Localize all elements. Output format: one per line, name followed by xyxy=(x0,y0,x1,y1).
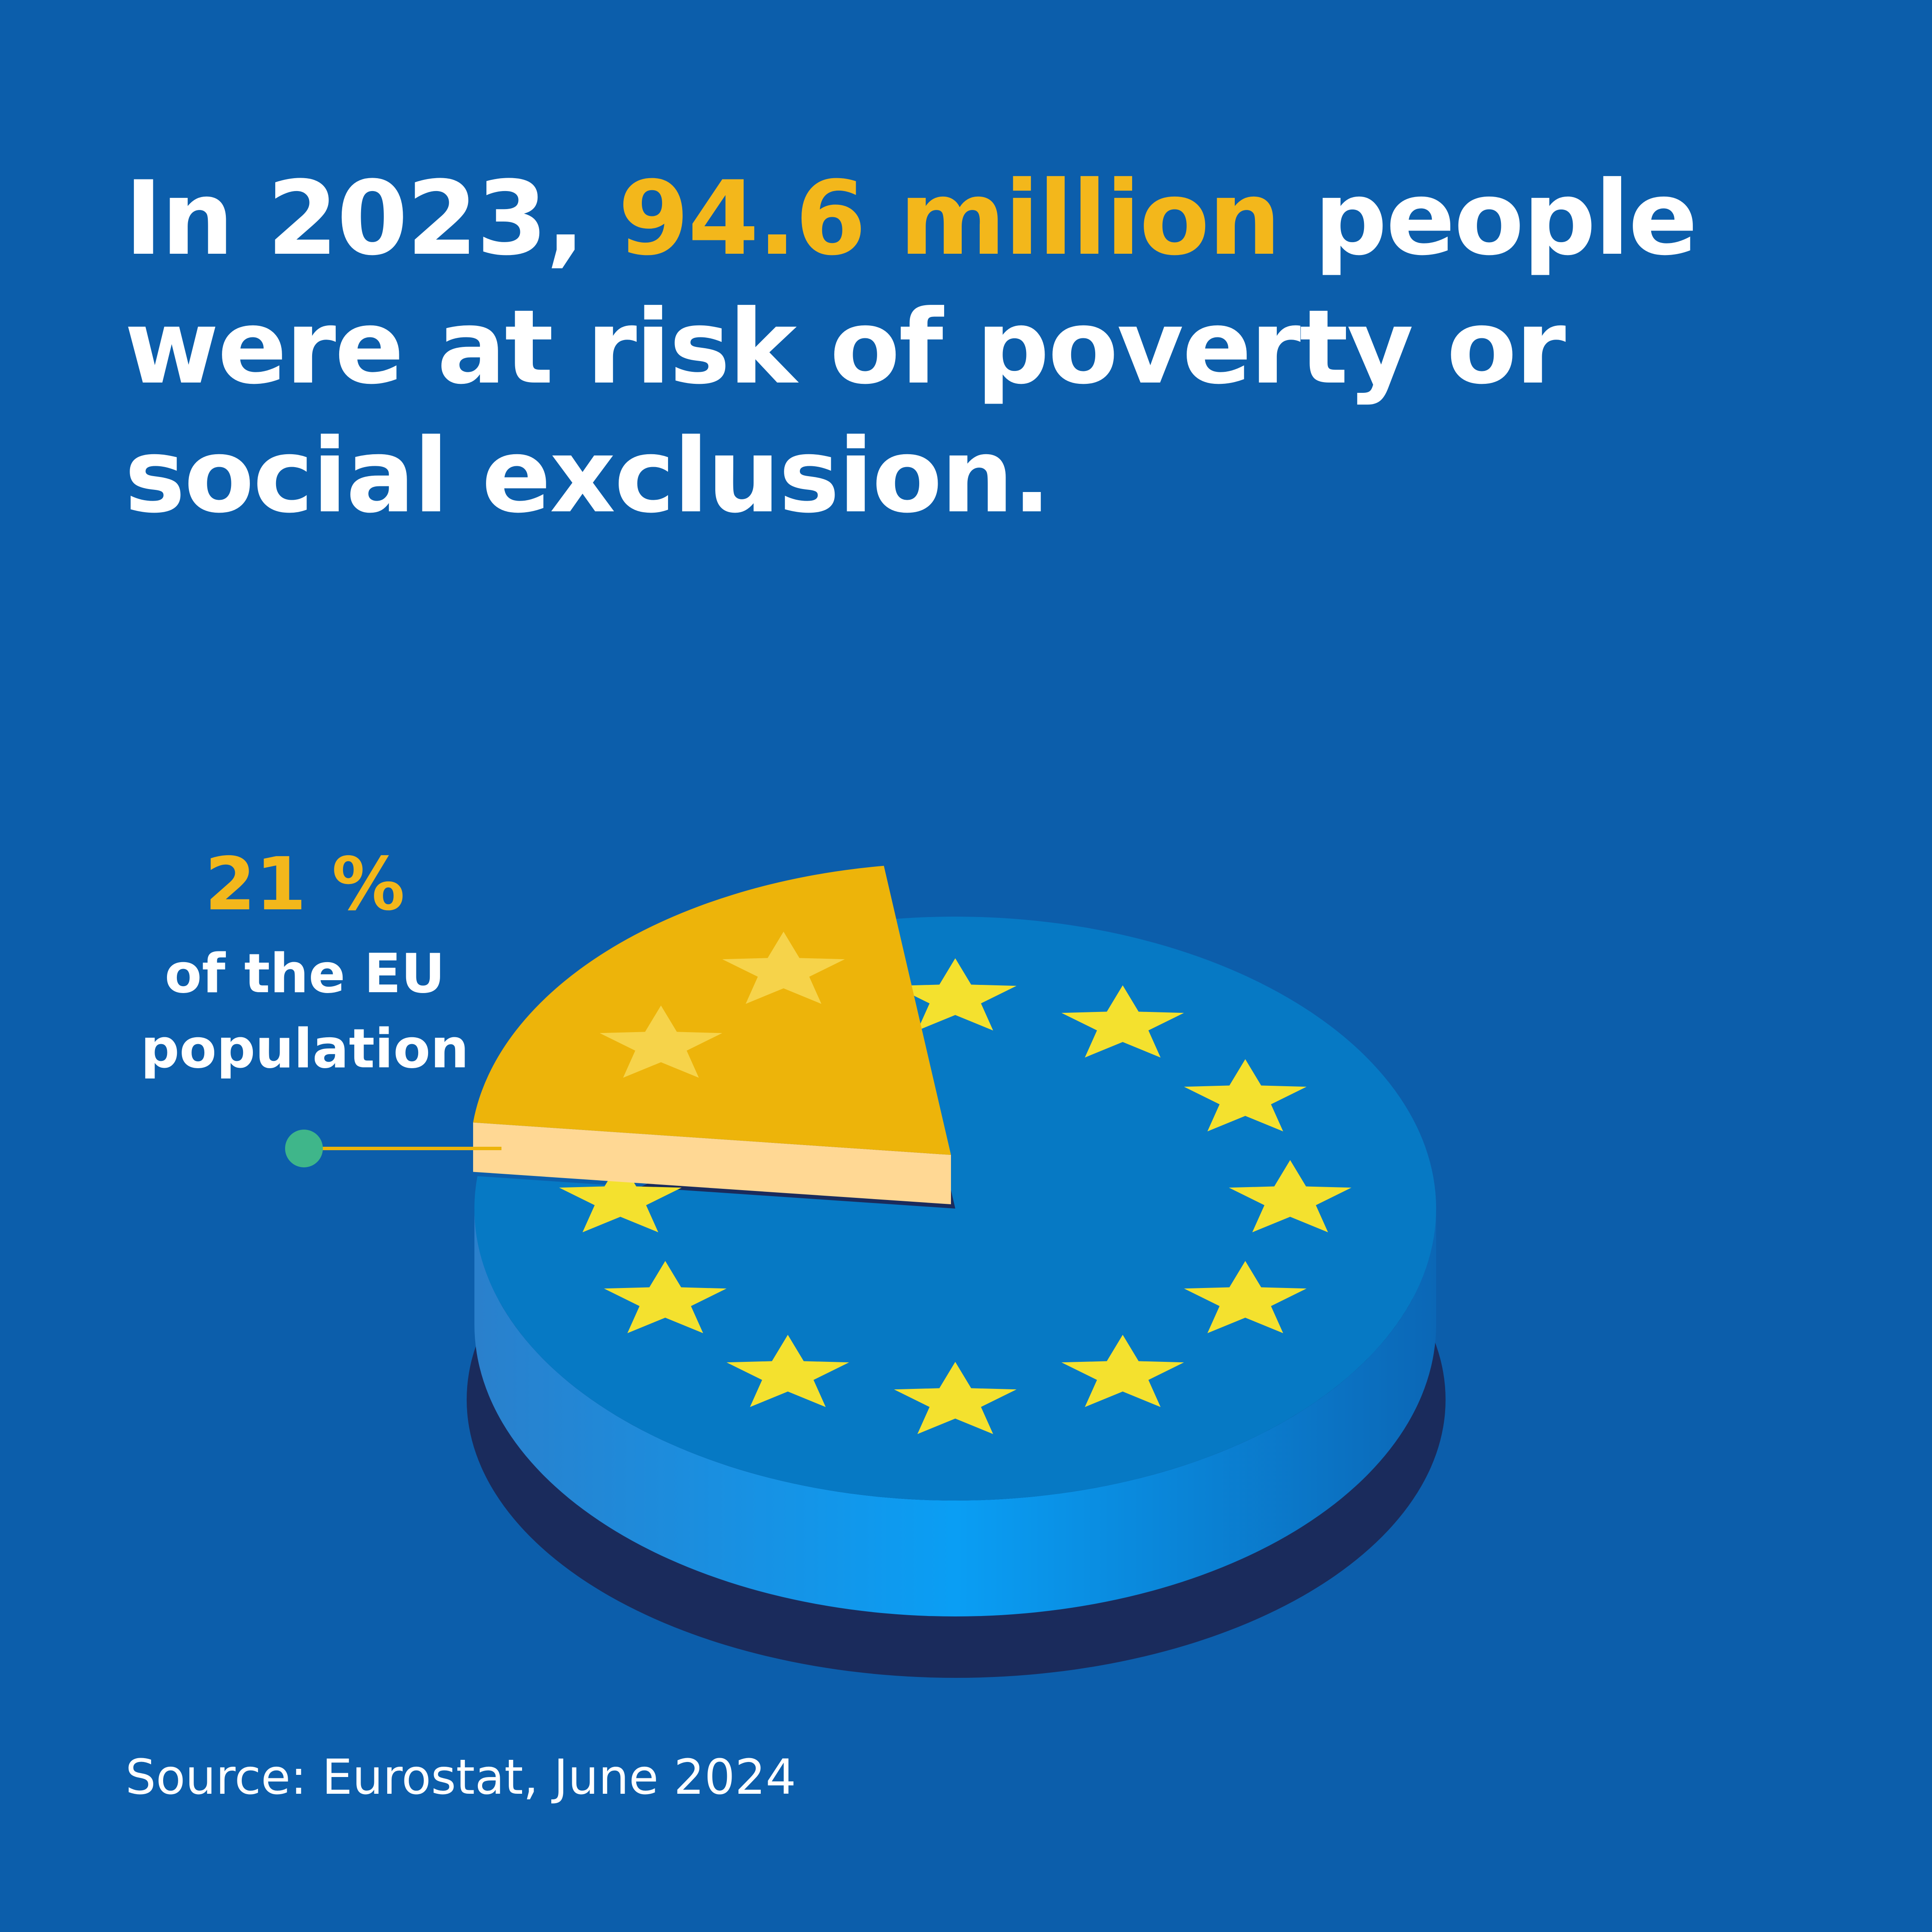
slice-description: of the EU population xyxy=(77,936,532,1086)
eu-star-icon xyxy=(1061,1335,1184,1407)
eu-star-icon xyxy=(726,1335,849,1407)
source-note: Source: Eurostat, June 2024 xyxy=(125,1750,796,1805)
eu-star-icon xyxy=(894,958,1017,1031)
pie-slice-highlight xyxy=(473,866,951,1155)
eu-star-icon xyxy=(559,1160,682,1233)
slice-percentage-label: 21 % xyxy=(204,842,405,927)
pie-stars-highlight xyxy=(599,932,845,1078)
headline-highlight: 94.6 million xyxy=(618,159,1281,278)
slice-description-line-2: population xyxy=(140,1017,469,1080)
eu-star-icon xyxy=(1229,1160,1352,1233)
eu-star-icon xyxy=(894,1362,1017,1434)
slice-callout: 21 % of the EU population xyxy=(77,841,532,1086)
pie-slice-highlight-side xyxy=(473,1122,951,1204)
pie-stars-rest xyxy=(559,958,1352,1434)
leader-dot xyxy=(285,1130,323,1167)
eu-star-icon xyxy=(722,932,845,1004)
eu-star-icon xyxy=(1061,985,1184,1058)
headline-after: people were at risk of poverty or social… xyxy=(125,159,1698,536)
headline: In 2023, 94.6 million people were at ris… xyxy=(125,155,1799,541)
pie-slice-rest xyxy=(474,917,1436,1501)
slice-description-line-1: of the EU xyxy=(164,942,445,1005)
eu-star-icon xyxy=(1184,1261,1307,1334)
headline-before: In 2023, xyxy=(125,159,618,278)
eu-star-icon xyxy=(604,1261,727,1334)
pie-side-wall xyxy=(474,1209,1436,1616)
eu-star-icon xyxy=(1184,1059,1307,1132)
eu-star-icon xyxy=(599,1005,723,1078)
